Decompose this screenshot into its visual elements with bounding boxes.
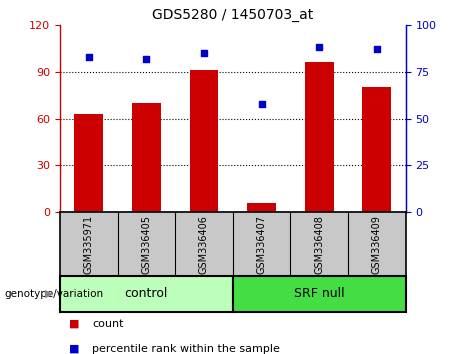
Bar: [74, 114, 103, 212]
Text: GSM336405: GSM336405: [142, 215, 151, 274]
Point: [142, 56, 150, 61]
Text: control: control: [124, 287, 168, 300]
Point: [85, 54, 92, 59]
Text: GSM335971: GSM335971: [84, 215, 94, 274]
Bar: [60, 276, 233, 312]
Title: GDS5280 / 1450703_at: GDS5280 / 1450703_at: [152, 8, 313, 22]
Bar: [362, 87, 391, 212]
Bar: [305, 62, 334, 212]
Text: GSM336408: GSM336408: [314, 215, 324, 274]
Text: genotype/variation: genotype/variation: [5, 289, 104, 299]
Text: percentile rank within the sample: percentile rank within the sample: [92, 344, 280, 354]
Text: SRF null: SRF null: [294, 287, 344, 300]
Bar: [189, 70, 219, 212]
Text: ■: ■: [69, 344, 80, 354]
Text: GSM336407: GSM336407: [257, 215, 266, 274]
Text: GSM336409: GSM336409: [372, 215, 382, 274]
Bar: [233, 276, 406, 312]
Bar: [132, 103, 161, 212]
Point: [373, 46, 381, 52]
Point: [200, 50, 207, 56]
Text: GSM336406: GSM336406: [199, 215, 209, 274]
Point: [258, 101, 266, 107]
Text: ▶: ▶: [45, 289, 53, 299]
Bar: [247, 203, 276, 212]
Point: [315, 45, 323, 50]
Text: count: count: [92, 319, 124, 329]
Text: ■: ■: [69, 319, 80, 329]
